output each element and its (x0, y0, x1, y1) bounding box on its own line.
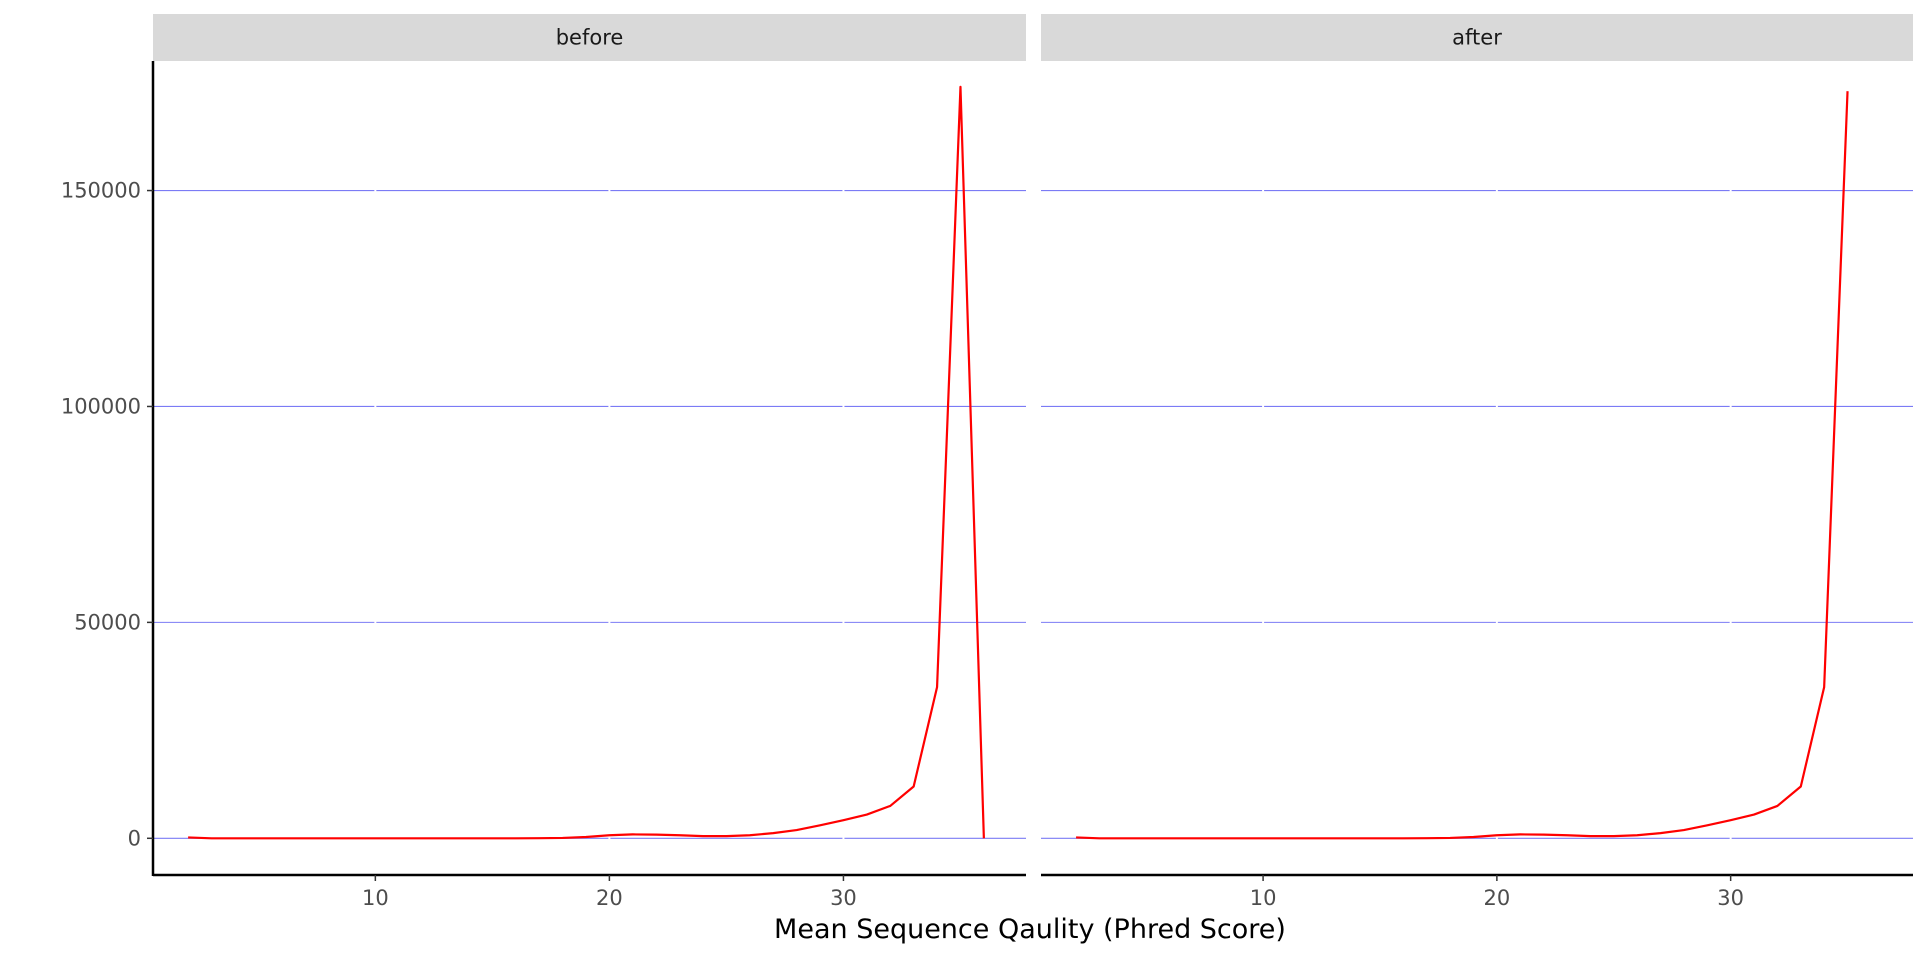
panel-before: before 10 20 30 0 50000 100000 150000 (61, 14, 1026, 910)
x-tick-label: 10 (1250, 886, 1277, 910)
x-tick-label: 30 (1717, 886, 1744, 910)
strip-label: after (1452, 26, 1502, 50)
series-line-before (188, 85, 985, 840)
y-tick-label: 150000 (61, 179, 141, 203)
y-tick-label: 0 (128, 826, 141, 850)
strip-label: before (556, 26, 624, 50)
x-tick-label: 20 (596, 886, 623, 910)
strip-background (1041, 14, 1913, 61)
x-tick-label: 20 (1484, 886, 1511, 910)
y-tick-label: 50000 (74, 610, 141, 634)
x-tick-label: 30 (830, 886, 857, 910)
x-tick-label: 10 (362, 886, 389, 910)
series-line-after (1076, 91, 1849, 840)
x-axis-title: Mean Sequence Qaulity (Phred Score) (774, 914, 1286, 945)
strip-background (153, 14, 1026, 61)
panel-after: after 10 20 30 (1041, 14, 1913, 910)
y-tick-label: 100000 (61, 394, 141, 418)
panels-layer: before 10 20 30 0 50000 100000 150000 after 10 20 3… (61, 14, 1913, 910)
